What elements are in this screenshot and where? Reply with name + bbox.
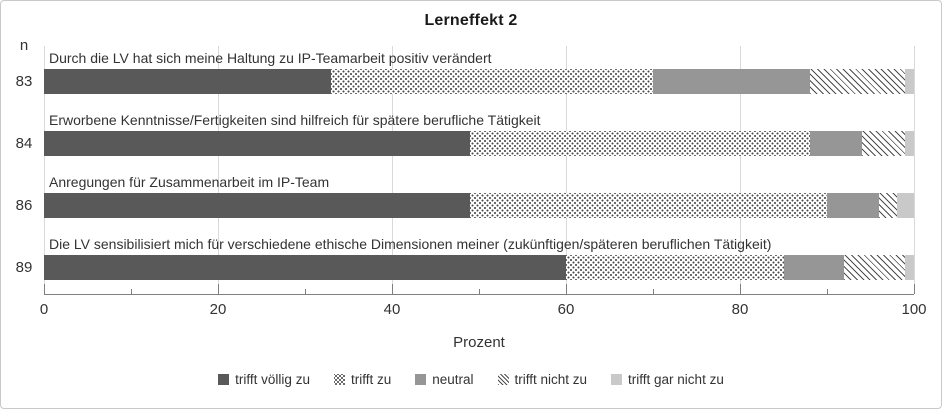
bar-1-segment-0 xyxy=(44,131,471,156)
legend-swatch-2 xyxy=(415,374,427,385)
bar-1-segment-1 xyxy=(470,131,810,156)
chart-title: Lerneffekt 2 xyxy=(424,12,518,29)
bar-row-0: Durch die LV hat sich meine Haltung zu I… xyxy=(44,46,914,108)
legend-item-0: trifft völlig zu xyxy=(218,372,310,387)
bar-track-0 xyxy=(44,69,914,94)
bar-2-segment-2 xyxy=(826,193,880,218)
bar-0-segment-3 xyxy=(809,69,906,94)
gridline-80 xyxy=(739,46,741,294)
bar-0-segment-4 xyxy=(905,69,914,94)
gridline-0 xyxy=(43,46,45,294)
legend-label-0: trifft völlig zu xyxy=(235,372,310,387)
gridline-40 xyxy=(391,46,393,294)
legend-item-2: neutral xyxy=(415,372,474,387)
bar-1-segment-2 xyxy=(809,131,862,156)
bar-2-segment-4 xyxy=(896,193,914,218)
major-tick-60 xyxy=(565,284,567,294)
major-tick-40 xyxy=(391,284,393,294)
bar-3-segment-2 xyxy=(783,255,845,280)
bar-track-3 xyxy=(44,255,914,280)
x-tick-label-80: 80 xyxy=(731,301,749,318)
bar-2-segment-1 xyxy=(470,193,827,218)
minor-tick-10 xyxy=(130,289,132,294)
plot-area: Durch die LV hat sich meine Haltung zu I… xyxy=(43,46,915,295)
legend-item-4: trifft gar nicht zu xyxy=(611,372,724,387)
bar-0-segment-2 xyxy=(652,69,810,94)
major-tick-100 xyxy=(913,284,915,294)
legend-label-1: trifft zu xyxy=(350,372,392,387)
n-value-2: 86 xyxy=(15,196,33,214)
bar-3-segment-1 xyxy=(566,255,784,280)
gridline-60 xyxy=(565,46,567,294)
bar-label-3: Die LV sensibilisiert mich für verschied… xyxy=(49,236,772,252)
bar-track-1 xyxy=(44,131,914,156)
x-tick-label-60: 60 xyxy=(557,301,575,318)
bar-3-segment-4 xyxy=(905,255,914,280)
x-tick-label-100: 100 xyxy=(901,301,927,318)
bar-1-segment-3 xyxy=(861,131,906,156)
major-tick-80 xyxy=(739,284,741,294)
bar-3-segment-0 xyxy=(44,255,566,280)
x-axis-title: Prozent xyxy=(453,334,505,351)
minor-tick-30 xyxy=(304,289,306,294)
legend-item-3: trifft nicht zu xyxy=(497,372,588,387)
bar-0-segment-0 xyxy=(44,69,332,94)
x-tick-label-40: 40 xyxy=(383,301,401,318)
legend: trifft völlig zu trifft zu neutral trifft n… xyxy=(1,372,941,387)
legend-label-2: neutral xyxy=(432,372,474,387)
x-axis-tick-labels: 0 20 40 60 80 100 xyxy=(40,301,927,319)
bar-label-1: Erworbene Kenntnisse/Fertigkeiten sind h… xyxy=(49,112,541,128)
gridline-20 xyxy=(217,46,219,294)
n-value-1: 84 xyxy=(15,134,33,152)
n-value-0: 83 xyxy=(15,72,33,90)
x-tick-label-20: 20 xyxy=(209,301,227,318)
bar-3-segment-3 xyxy=(844,255,906,280)
legend-swatch-1 xyxy=(333,374,345,385)
bar-row-3: Die LV sensibilisiert mich für verschied… xyxy=(44,232,914,294)
major-tick-0 xyxy=(43,284,45,294)
bar-0-segment-1 xyxy=(331,69,653,94)
bar-label-0: Durch die LV hat sich meine Haltung zu I… xyxy=(49,50,492,66)
n-value-3: 89 xyxy=(15,258,33,276)
legend-label-3: trifft nicht zu xyxy=(514,372,588,387)
legend-item-1: trifft zu xyxy=(333,372,392,387)
legend-label-4: trifft gar nicht zu xyxy=(628,372,724,387)
n-column-header: n xyxy=(19,37,29,54)
bar-row-1: Erworbene Kenntnisse/Fertigkeiten sind h… xyxy=(44,108,914,170)
bar-label-2: Anregungen für Zusammenarbeit im IP-Team xyxy=(49,174,330,190)
major-tick-20 xyxy=(217,284,219,294)
bar-1-segment-4 xyxy=(905,131,914,156)
minor-tick-50 xyxy=(478,289,480,294)
bar-track-2 xyxy=(44,193,914,218)
gridline-100 xyxy=(913,46,915,294)
legend-swatch-0 xyxy=(218,374,230,385)
legend-swatch-4 xyxy=(611,374,623,385)
bar-2-segment-3 xyxy=(879,193,897,218)
bar-row-2: Anregungen für Zusammenarbeit im IP-Team xyxy=(44,170,914,232)
legend-swatch-3 xyxy=(497,374,509,385)
minor-tick-70 xyxy=(652,289,654,294)
x-tick-label-0: 0 xyxy=(39,301,49,318)
bar-2-segment-0 xyxy=(44,193,471,218)
n-column: 83 84 86 89 xyxy=(7,46,41,294)
minor-tick-90 xyxy=(826,289,828,294)
